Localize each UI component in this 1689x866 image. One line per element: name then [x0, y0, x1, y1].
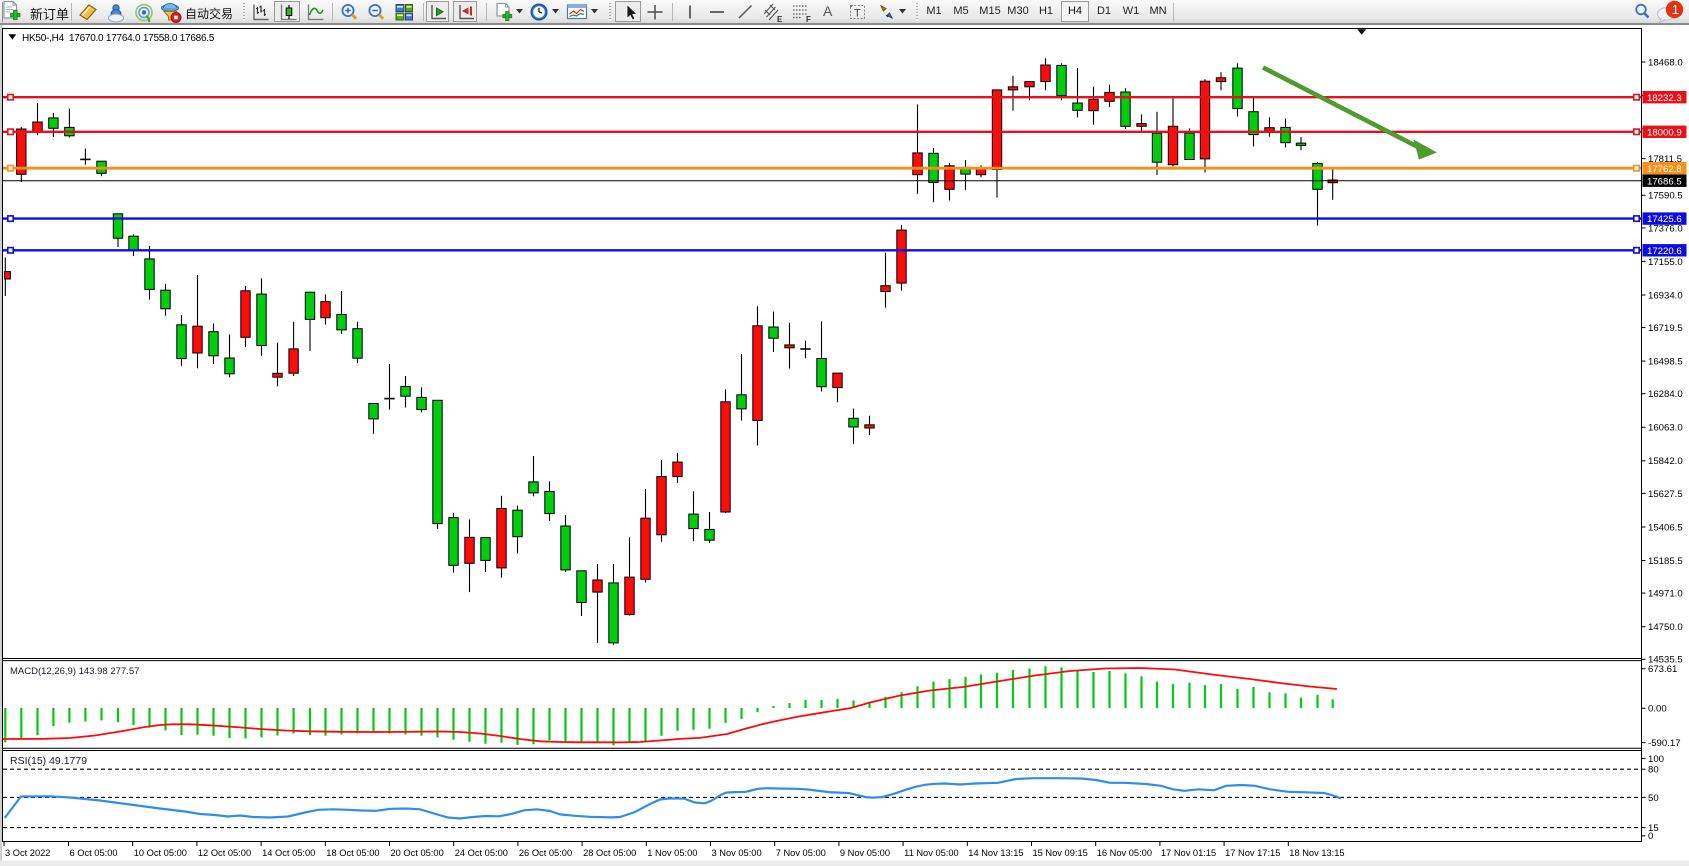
svg-text:0.00: 0.00 [1648, 704, 1667, 715]
svg-text:3 Oct 2022: 3 Oct 2022 [5, 848, 50, 858]
svg-text:6 Oct 05:00: 6 Oct 05:00 [70, 848, 118, 858]
svg-text:18000.9: 18000.9 [1647, 127, 1682, 138]
svg-text:18 Nov 13:15: 18 Nov 13:15 [1289, 848, 1344, 858]
svg-text:16063.0: 16063.0 [1648, 423, 1683, 434]
svg-text:16 Nov 05:00: 16 Nov 05:00 [1097, 848, 1152, 858]
svg-text:16498.5: 16498.5 [1648, 357, 1683, 368]
svg-text:17425.6: 17425.6 [1647, 214, 1682, 225]
svg-text:15842.0: 15842.0 [1648, 456, 1683, 467]
svg-text:18232.3: 18232.3 [1647, 93, 1682, 104]
svg-text:18468.0: 18468.0 [1648, 57, 1683, 68]
svg-text:14 Nov 13:15: 14 Nov 13:15 [968, 848, 1023, 858]
svg-text:673.61: 673.61 [1648, 664, 1677, 675]
svg-text:10 Oct 05:00: 10 Oct 05:00 [134, 848, 187, 858]
svg-text:14971.0: 14971.0 [1648, 589, 1683, 600]
svg-text:T: T [854, 8, 861, 20]
svg-text:100: 100 [1648, 754, 1664, 765]
svg-text:0: 0 [1648, 831, 1653, 842]
svg-text:E: E [777, 15, 783, 24]
svg-text:15 Nov 09:15: 15 Nov 09:15 [1033, 848, 1088, 858]
svg-text:RSI(15) 49.1779: RSI(15) 49.1779 [10, 755, 87, 767]
svg-text:15185.5: 15185.5 [1648, 556, 1683, 567]
svg-text:3 Nov 05:00: 3 Nov 05:00 [712, 848, 762, 858]
svg-text:17590.5: 17590.5 [1648, 191, 1683, 202]
svg-text:9 Nov 05:00: 9 Nov 05:00 [840, 848, 890, 858]
svg-text:16934.0: 16934.0 [1648, 290, 1683, 301]
svg-text:80: 80 [1648, 765, 1659, 776]
svg-text:1 Nov 05:00: 1 Nov 05:00 [647, 848, 697, 858]
svg-text:15: 15 [1648, 823, 1659, 834]
svg-text:17762.8: 17762.8 [1647, 164, 1682, 175]
svg-text:-590.17: -590.17 [1648, 738, 1681, 749]
svg-text:15406.5: 15406.5 [1648, 522, 1683, 533]
svg-text:17220.6: 17220.6 [1647, 246, 1682, 257]
svg-text:14750.0: 14750.0 [1648, 622, 1683, 633]
svg-text:17376.0: 17376.0 [1648, 223, 1683, 234]
svg-text:1: 1 [1672, 2, 1679, 17]
svg-text:17686.5: 17686.5 [1647, 176, 1682, 187]
svg-text:14 Oct 05:00: 14 Oct 05:00 [262, 848, 315, 858]
svg-text:17 Nov 01:15: 17 Nov 01:15 [1161, 848, 1216, 858]
svg-text:24 Oct 05:00: 24 Oct 05:00 [455, 848, 508, 858]
svg-text:16719.5: 16719.5 [1648, 323, 1683, 334]
svg-text:12 Oct 05:00: 12 Oct 05:00 [198, 848, 251, 858]
svg-text:F: F [806, 15, 811, 24]
svg-text:16284.0: 16284.0 [1648, 389, 1683, 400]
svg-text:17811.5: 17811.5 [1648, 154, 1682, 165]
svg-text:50: 50 [1648, 793, 1659, 804]
svg-text:20 Oct 05:00: 20 Oct 05:00 [391, 848, 444, 858]
svg-text:26 Oct 05:00: 26 Oct 05:00 [519, 848, 572, 858]
svg-text:7 Nov 05:00: 7 Nov 05:00 [776, 848, 826, 858]
svg-text:MACD(12,26,9) 143.98 277.57: MACD(12,26,9) 143.98 277.57 [10, 666, 139, 677]
svg-text:11 Nov 05:00: 11 Nov 05:00 [904, 848, 959, 858]
svg-text:17155.0: 17155.0 [1648, 257, 1683, 268]
svg-text:14535.5: 14535.5 [1648, 655, 1683, 666]
svg-text:28 Oct 05:00: 28 Oct 05:00 [583, 848, 636, 858]
svg-text:17 Nov 17:15: 17 Nov 17:15 [1225, 848, 1280, 858]
svg-text:15627.5: 15627.5 [1648, 489, 1683, 500]
svg-text:18 Oct 05:00: 18 Oct 05:00 [326, 848, 379, 858]
svg-text:HK50-,H4 17670.0 17764.0 1755: HK50-,H4 17670.0 17764.0 17558.0 17686.5 [22, 33, 215, 44]
